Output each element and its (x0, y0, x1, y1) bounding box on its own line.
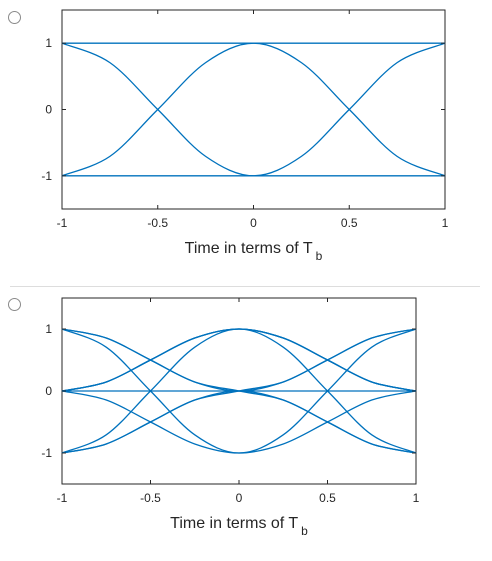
radio-button-2[interactable] (8, 298, 21, 311)
radio-button-1[interactable] (8, 11, 21, 24)
series-line-3 (61, 42, 446, 177)
y-tick-label: -1 (41, 169, 52, 183)
option-separator (10, 286, 480, 287)
x-tick-label: -1 (57, 216, 68, 230)
y-tick-label: 0 (45, 103, 52, 117)
x-tick-label: -0.5 (140, 491, 161, 505)
y-tick-label: 1 (45, 36, 52, 50)
series-line-9 (61, 328, 417, 454)
x-tick-label: 0 (236, 491, 243, 505)
x-tick-label: 1 (413, 491, 420, 505)
series-line-11 (61, 328, 417, 392)
x-tick-label: 0 (250, 216, 257, 230)
plot-axes-box (61, 9, 446, 210)
x-tick-label: 0.5 (319, 491, 336, 505)
series-line-7 (61, 390, 417, 454)
y-tick-label: -1 (41, 446, 52, 460)
x-tick-label: -1 (57, 491, 68, 505)
x-tick-label: 0.5 (341, 216, 358, 230)
x-tick-label: -0.5 (147, 216, 168, 230)
y-tick-label: 0 (45, 384, 52, 398)
series-line-4 (61, 42, 446, 177)
x-tick-label: 1 (442, 216, 449, 230)
y-tick-label: 1 (45, 322, 52, 336)
